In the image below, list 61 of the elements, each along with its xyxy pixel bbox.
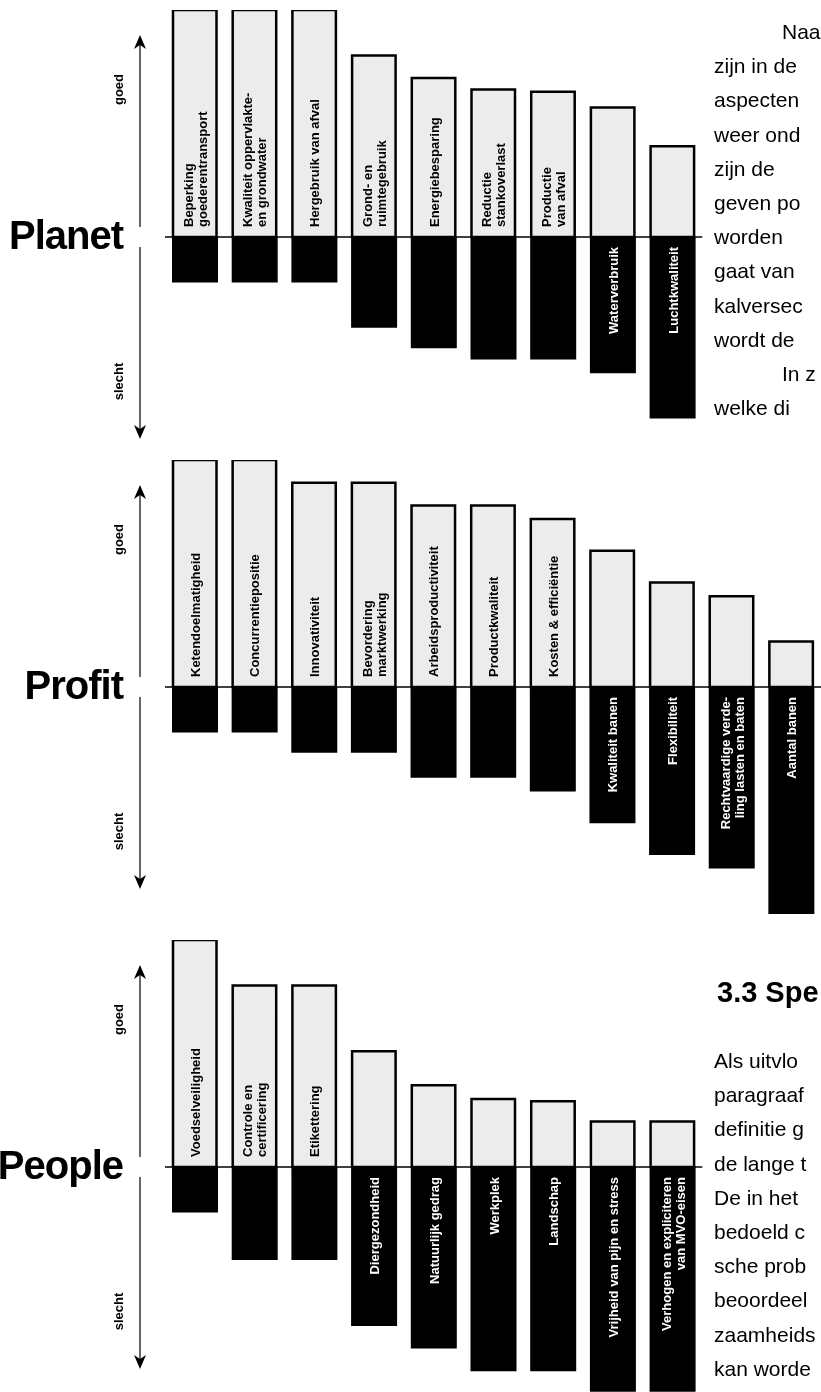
- text: In z: [782, 361, 816, 387]
- text: goed: [111, 1003, 127, 1035]
- text: slecht: [111, 1292, 127, 1330]
- x-tick-label: Kosten & efficiëntie: [545, 555, 561, 677]
- x-tick-label: Beperking goederentransport: [180, 110, 210, 227]
- text: geven po: [714, 190, 801, 216]
- x-tick-label: Kwaliteit banen: [605, 696, 621, 793]
- text: zaamheids: [714, 1321, 816, 1348]
- x-tick-label: Voedselveiligheid: [187, 1048, 203, 1157]
- x-tick-label: Kwaliteit oppervlakte- en grondwater: [240, 92, 270, 227]
- x-tick-label: Landschap: [546, 1176, 562, 1246]
- x-tick-label: Grond- en ruimtegebruik: [359, 139, 389, 227]
- text: Als uitvlo: [714, 1048, 799, 1074]
- x-tick-label: Flexibiliteit: [665, 696, 681, 765]
- text: gaat van: [714, 258, 795, 285]
- x-tick-label: Ketendoelmatigheid: [187, 552, 203, 677]
- text: zijn in de: [714, 53, 797, 80]
- text: slecht: [111, 362, 127, 400]
- x-tick-label: Werkplek: [486, 1176, 502, 1235]
- text: kan worde: [714, 1355, 811, 1382]
- x-tick-label: Hergebruik van afval: [307, 99, 323, 227]
- x-tick-label: Verhogen en expliciteren van MVO-eisen: [658, 1176, 688, 1331]
- x-tick-label: Luchtkwaliteit: [665, 246, 681, 334]
- text: beoordeel: [714, 1287, 808, 1314]
- x-tick-label: Rechtvaardige verde- ling lasten en baten: [717, 696, 747, 830]
- text: zijn de: [714, 155, 775, 182]
- text: goed: [111, 73, 127, 105]
- text: weer ond: [714, 121, 801, 148]
- text: definitie g: [714, 1116, 804, 1143]
- text: de lange t: [714, 1150, 807, 1177]
- text: paragraaf: [714, 1082, 804, 1109]
- text: welke di: [714, 395, 790, 422]
- text: bedoeld c: [714, 1219, 806, 1245]
- text: goed: [111, 523, 127, 555]
- text: wordt de: [714, 326, 795, 353]
- x-tick-label: Etikettering: [307, 1085, 323, 1157]
- text: Planet: [8, 212, 123, 259]
- x-tick-label: Diergezondheid: [367, 1176, 383, 1275]
- text: De in het: [714, 1184, 799, 1211]
- x-tick-label: Productie van afval: [538, 167, 568, 227]
- x-tick-label: Aantal banen: [784, 696, 800, 779]
- x-tick-label: Reductie stankoverlast: [479, 142, 509, 227]
- x-tick-label: Productkwaliteit: [485, 575, 501, 677]
- text: kalversec: [714, 292, 803, 319]
- x-tick-label: Vrijheid van pijn en stress: [605, 1177, 621, 1338]
- x-tick-label: Controle en certificering: [240, 1082, 270, 1157]
- x-tick-label: Innovativiteit: [307, 596, 323, 677]
- text: Profit: [24, 662, 123, 709]
- text: sche prob: [714, 1253, 807, 1280]
- text: People: [0, 1142, 123, 1189]
- text: 3.3 Spe: [717, 975, 819, 1009]
- x-tick-label: Natuurlijk gedrag: [426, 1176, 442, 1284]
- x-tick-label: Waterverbruik: [605, 246, 621, 334]
- text: slecht: [111, 812, 127, 850]
- x-tick-label: Bevordering marktwerking: [359, 592, 389, 677]
- x-tick-label: Arbeidsproductiviteit: [426, 545, 442, 677]
- text: Naa: [782, 19, 821, 45]
- x-tick-label: Concurrentiepositie: [247, 554, 263, 677]
- text: aspecten: [714, 87, 800, 114]
- x-tick-label: Energiebesparing: [426, 117, 442, 227]
- text: worden: [714, 224, 783, 251]
